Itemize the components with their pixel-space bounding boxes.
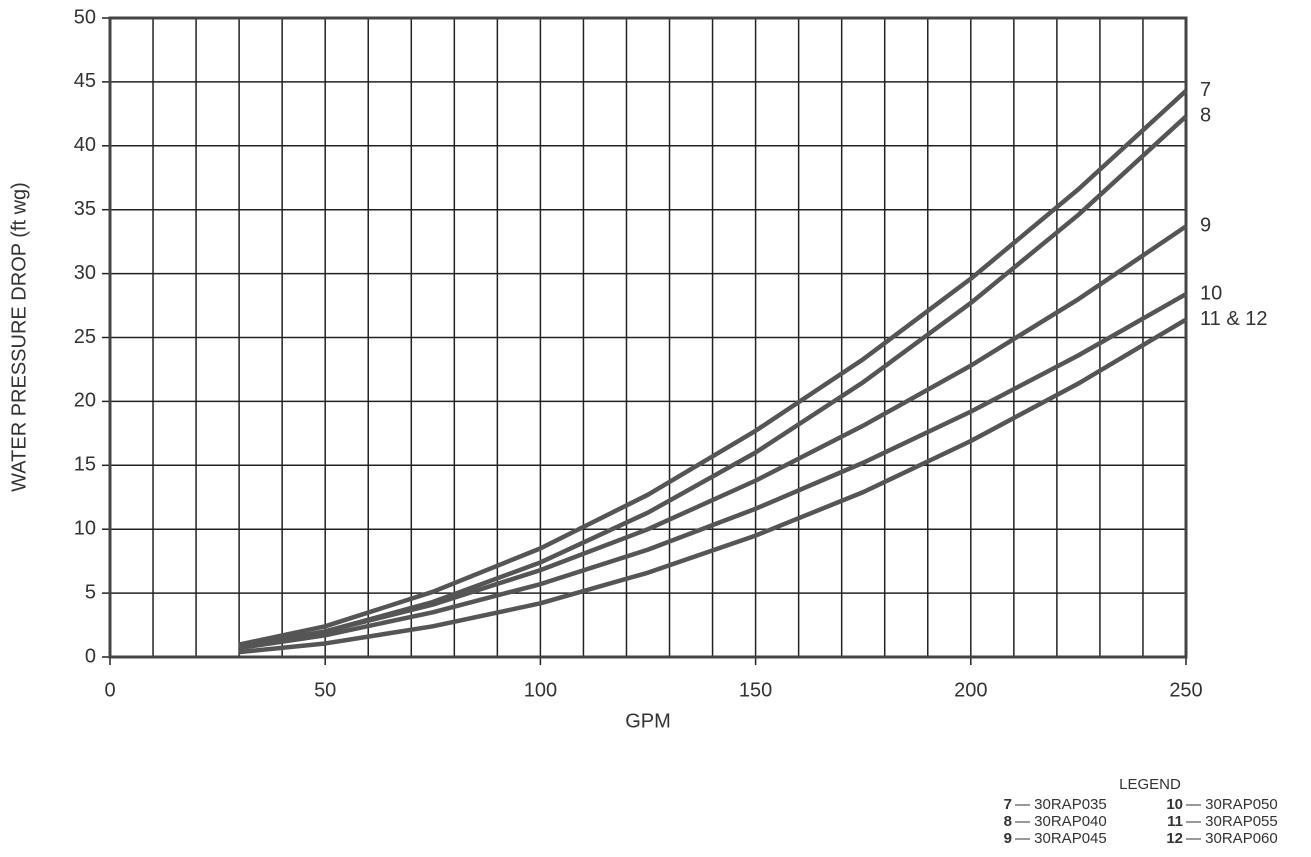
line-end-label: 7 (1200, 79, 1211, 101)
legend-title: LEGEND (1119, 776, 1181, 793)
y-tick-label: 25 (74, 326, 96, 348)
data-line (238, 317, 1188, 655)
y-tick-label: 35 (74, 198, 96, 220)
plot-frame (108, 16, 1188, 659)
line-end-label: 11 & 12 (1200, 308, 1267, 330)
y-tick-label: 50 (74, 6, 96, 28)
y-tick-label: 45 (74, 70, 96, 92)
legend-key: 9 (1004, 830, 1012, 847)
x-tick-label: 200 (954, 679, 987, 701)
y-tick-label: 40 (74, 134, 96, 156)
x-tick-label: 250 (1169, 679, 1202, 701)
line-end-label: 8 (1200, 105, 1211, 127)
y-tick-label: 30 (74, 262, 96, 284)
line-end-label: 9 (1200, 215, 1211, 237)
legend-text: — 30RAP060 (1186, 830, 1278, 847)
legend-text: — 30RAP045 (1015, 830, 1107, 847)
x-tick-label: 100 (524, 679, 557, 701)
y-tick-label: 15 (74, 454, 96, 476)
legend-key: 8 (1004, 813, 1012, 830)
y-tick-label: 20 (74, 390, 96, 412)
legend-text: — 30RAP040 (1015, 813, 1107, 830)
legend-key: 10 (1166, 796, 1183, 813)
y-axis-label: WATER PRESSURE DROP (ft wg) (8, 182, 30, 492)
y-tick-label: 5 (85, 581, 96, 603)
y-tick-label: 10 (74, 517, 96, 539)
x-axis-label: GPM (625, 710, 671, 732)
x-tick-label: 0 (104, 679, 115, 701)
legend-text: — 30RAP050 (1186, 796, 1278, 813)
data-line (238, 89, 1188, 647)
legend-key: 12 (1166, 830, 1183, 847)
legend-text: — 30RAP055 (1186, 813, 1278, 830)
data-line (238, 224, 1188, 649)
line-end-label: 10 (1200, 282, 1222, 304)
x-tick-label: 150 (739, 679, 772, 701)
legend-key: 7 (1004, 796, 1012, 813)
y-tick-label: 0 (85, 645, 96, 667)
legend-text: — 30RAP035 (1015, 796, 1107, 813)
data-line (238, 292, 1188, 651)
legend-key: 11 (1167, 813, 1183, 830)
x-tick-label: 50 (314, 679, 336, 701)
